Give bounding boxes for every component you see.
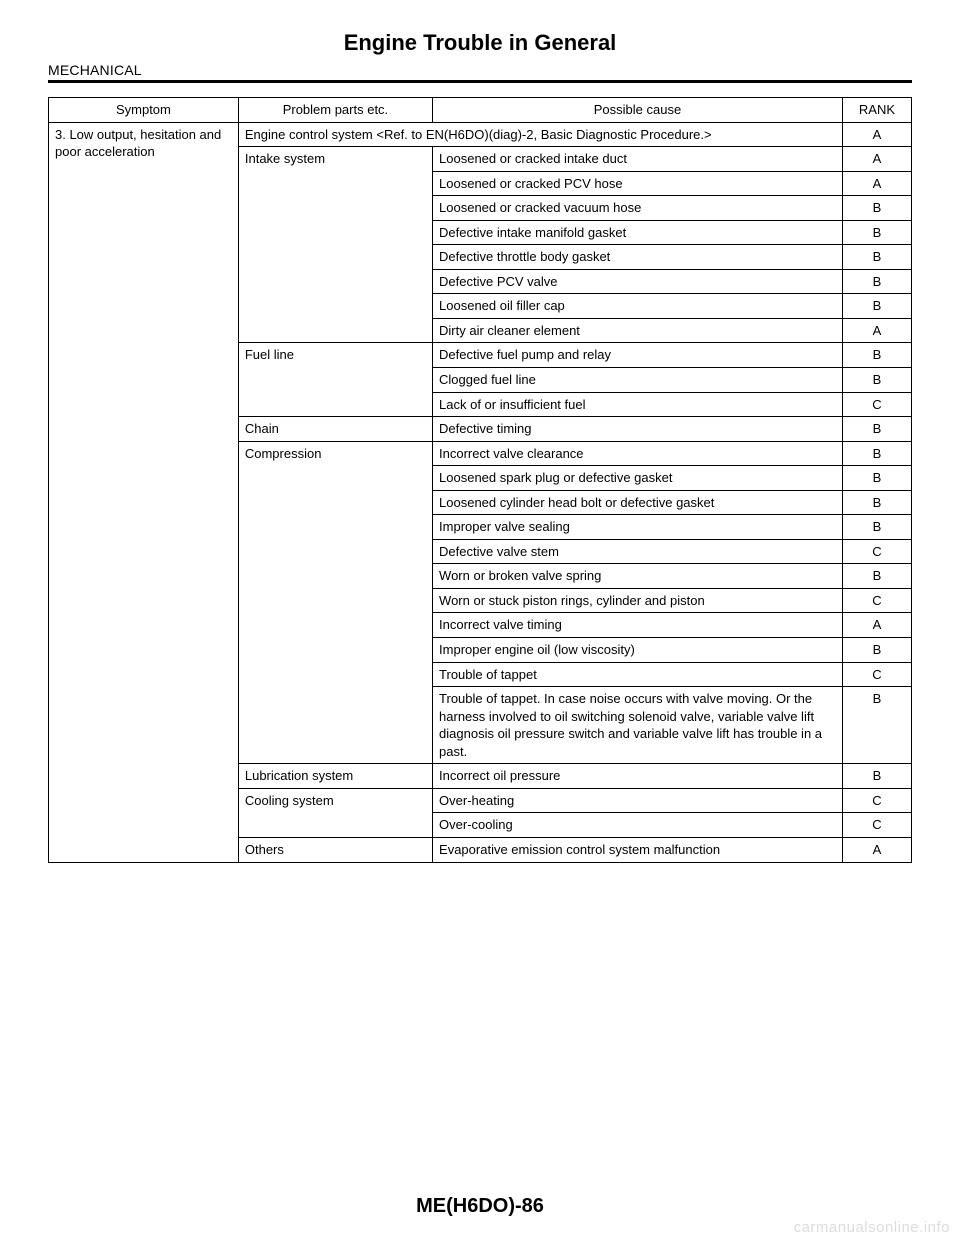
rank-cell: B	[842, 564, 911, 589]
section-label: MECHANICAL	[48, 62, 912, 78]
rank-cell: C	[842, 813, 911, 838]
parts-cell: Others	[238, 837, 432, 862]
header-rank: RANK	[842, 98, 911, 123]
rank-cell: B	[842, 490, 911, 515]
parts-cell: Lubrication system	[238, 764, 432, 789]
cause-cell: Trouble of tappet	[433, 662, 843, 687]
cause-cell: Loosened or cracked vacuum hose	[433, 196, 843, 221]
rank-cell: B	[842, 220, 911, 245]
rank-cell: B	[842, 343, 911, 368]
cause-cell: Clogged fuel line	[433, 368, 843, 393]
cause-cell: Worn or broken valve spring	[433, 564, 843, 589]
rank-cell: A	[842, 837, 911, 862]
rank-cell: B	[842, 764, 911, 789]
parts-cell: Intake system	[238, 147, 432, 343]
rank-cell: A	[842, 147, 911, 172]
cause-cell: Defective timing	[433, 417, 843, 442]
parts-cell: Fuel line	[238, 343, 432, 417]
watermark: carmanualsonline.info	[794, 1219, 950, 1236]
rank-cell: A	[842, 171, 911, 196]
rank-cell: C	[842, 539, 911, 564]
rank-cell: C	[842, 588, 911, 613]
cause-cell: Loosened or cracked PCV hose	[433, 171, 843, 196]
cause-cell: Worn or stuck piston rings, cylinder and…	[433, 588, 843, 613]
header-parts: Problem parts etc.	[238, 98, 432, 123]
page-title: Engine Trouble in General	[48, 30, 912, 56]
cause-cell: Incorrect oil pressure	[433, 764, 843, 789]
rank-cell: A	[842, 613, 911, 638]
cause-cell: Loosened cylinder head bolt or defective…	[433, 490, 843, 515]
header-rule	[48, 80, 912, 83]
cause-cell: Incorrect valve timing	[433, 613, 843, 638]
header-cause: Possible cause	[433, 98, 843, 123]
rank-cell: B	[842, 466, 911, 491]
cause-cell: Over-cooling	[433, 813, 843, 838]
rank-cell: B	[842, 368, 911, 393]
rank-cell: B	[842, 294, 911, 319]
cause-cell: Defective valve stem	[433, 539, 843, 564]
cause-cell: Defective throttle body gasket	[433, 245, 843, 270]
table-header-row: Symptom Problem parts etc. Possible caus…	[49, 98, 912, 123]
rank-cell: B	[842, 417, 911, 442]
rank-cell: B	[842, 441, 911, 466]
cause-cell: Improper engine oil (low viscosity)	[433, 638, 843, 663]
parts-cell: Chain	[238, 417, 432, 442]
rank-cell: B	[842, 638, 911, 663]
cause-cell: Incorrect valve clearance	[433, 441, 843, 466]
cause-cell: Over-heating	[433, 788, 843, 813]
cause-cell: Defective fuel pump and relay	[433, 343, 843, 368]
symptom-cell: 3. Low output, hesitation and poor accel…	[49, 122, 239, 862]
page-number: ME(H6DO)-86	[0, 1195, 960, 1218]
table-row: 3. Low output, hesitation and poor accel…	[49, 122, 912, 147]
rank-cell: C	[842, 788, 911, 813]
cause-cell: Trouble of tappet. In case noise occurs …	[433, 687, 843, 764]
rank-cell: B	[842, 196, 911, 221]
rank-cell: B	[842, 515, 911, 540]
diagnostic-table: Symptom Problem parts etc. Possible caus…	[48, 97, 912, 863]
cause-cell: Defective PCV valve	[433, 269, 843, 294]
rank-cell: B	[842, 687, 911, 764]
parts-cell: Compression	[238, 441, 432, 764]
rank-cell: A	[842, 318, 911, 343]
cause-cell: Dirty air cleaner element	[433, 318, 843, 343]
rank-cell: A	[842, 122, 911, 147]
cause-cell: Defective intake manifold gasket	[433, 220, 843, 245]
rank-cell: B	[842, 269, 911, 294]
cause-cell: Loosened oil filler cap	[433, 294, 843, 319]
rank-cell: B	[842, 245, 911, 270]
cause-cell: Evaporative emission control system malf…	[433, 837, 843, 862]
parts-cell: Cooling system	[238, 788, 432, 837]
rank-cell: C	[842, 392, 911, 417]
cause-cell: Lack of or insufficient fuel	[433, 392, 843, 417]
cause-cell: Improper valve sealing	[433, 515, 843, 540]
header-symptom: Symptom	[49, 98, 239, 123]
rank-cell: C	[842, 662, 911, 687]
cause-cell: Loosened or cracked intake duct	[433, 147, 843, 172]
parts-cause-merged-cell: Engine control system <Ref. to EN(H6DO)(…	[238, 122, 842, 147]
cause-cell: Loosened spark plug or defective gasket	[433, 466, 843, 491]
